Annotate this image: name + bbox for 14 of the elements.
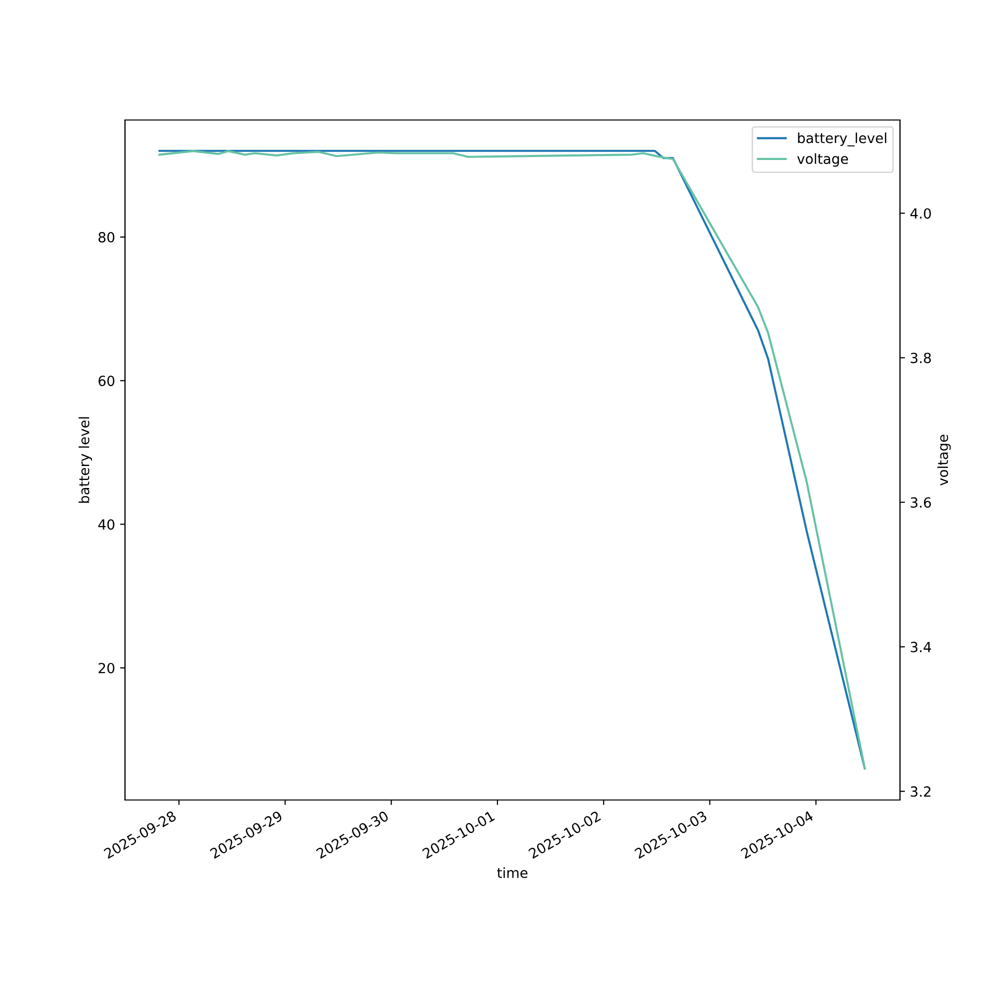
y2-axis-title: voltage — [937, 434, 951, 486]
y-tick-label: 40 — [98, 519, 114, 530]
y2-tick-label: 3.6 — [910, 497, 931, 508]
y-tick-label: 80 — [98, 232, 114, 243]
y2-tick-label: 4.0 — [910, 208, 931, 219]
y2-tick-label: 3.8 — [910, 352, 931, 364]
legend-label: battery_level — [798, 132, 886, 146]
x-axis-title: time — [497, 867, 528, 878]
y2-tick-label: 3.2 — [910, 786, 930, 797]
y2-tick-label: 3.4 — [910, 642, 932, 652]
y-tick-label: 20 — [98, 662, 114, 674]
y-tick-label: 60 — [98, 376, 114, 386]
y-axis-title: battery level — [78, 417, 92, 503]
legend-label: voltage — [797, 153, 848, 167]
